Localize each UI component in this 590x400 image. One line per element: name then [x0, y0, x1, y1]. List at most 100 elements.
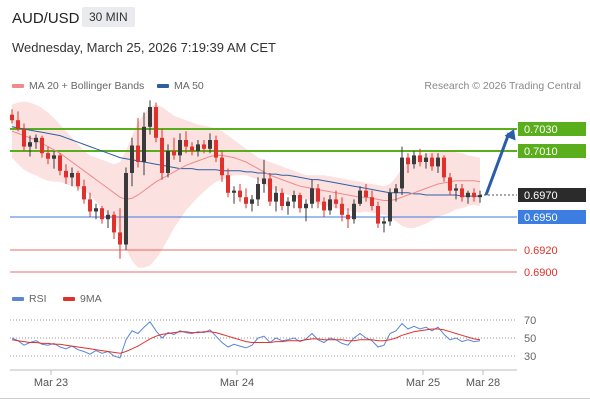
rsi-tick-label: 70 [524, 315, 536, 327]
candle-body [286, 201, 290, 206]
level-label-box [518, 144, 586, 158]
level-label-target: 0.6900 [524, 267, 558, 279]
candle-body [340, 203, 344, 215]
candle-body [412, 155, 416, 165]
level-label-resistance: 0.7030 [524, 124, 558, 136]
level-label-price: 0.6970 [524, 190, 558, 202]
candle-body [406, 157, 410, 165]
candle-body [28, 142, 32, 147]
candle-body [436, 157, 440, 167]
candle-body [160, 137, 164, 173]
candle-body [448, 177, 452, 191]
candle-body [292, 195, 296, 202]
candle-body [106, 214, 110, 220]
candle-body [202, 144, 206, 149]
candle-body [376, 206, 380, 224]
rsi-line [11, 321, 481, 359]
x-axis-tick-label: Mar 24 [220, 377, 254, 389]
candle-body [394, 188, 398, 193]
candle-body [328, 199, 332, 211]
candle-body [424, 157, 428, 162]
ma50-swatch [157, 84, 169, 89]
legend-ma20: MA 20 + Bollinger Bands [12, 80, 144, 92]
ma20-line [11, 130, 481, 201]
timeframe-badge[interactable]: 30 MIN [82, 7, 135, 27]
candle-body [466, 192, 470, 198]
candle-body [442, 157, 446, 178]
candle-body [334, 199, 338, 204]
candle-body [16, 120, 20, 129]
legend-rsi-ma: 9MA [63, 293, 102, 305]
candle-body [58, 155, 62, 171]
candle-body [52, 155, 56, 159]
chart-header: AUD/USD 30 MIN [0, 0, 590, 36]
candle-body [364, 190, 368, 198]
candle-body [172, 151, 176, 156]
candle-body [358, 190, 362, 204]
x-axis-tick-label: Mar 28 [466, 377, 500, 389]
level-label-target: 0.6920 [524, 245, 558, 257]
candle-body [154, 107, 158, 138]
bollinger-band-area [12, 101, 480, 268]
candle-body [112, 214, 116, 233]
candle-body [22, 129, 26, 147]
candle-body [46, 153, 50, 159]
candle-body [388, 192, 392, 222]
candle-body [178, 140, 182, 156]
candle-body [10, 114, 14, 121]
candle-body [256, 184, 260, 200]
level-label-box [518, 122, 586, 136]
candle-body [34, 137, 38, 143]
candle-body [196, 144, 200, 151]
candle-body [82, 186, 86, 200]
candle-body [238, 190, 242, 198]
legend-ma20-label: MA 20 + Bollinger Bands [29, 80, 145, 92]
candle-body [124, 173, 128, 245]
candle-body [208, 140, 212, 149]
candle-body [262, 178, 266, 184]
x-axis-tick-label: Mar 25 [406, 377, 440, 389]
candle-body [472, 192, 476, 198]
candle-body [280, 192, 284, 206]
candle-body [310, 188, 314, 204]
candle-body [304, 203, 308, 209]
candle-body [250, 199, 254, 204]
currency-pair-title: AUD/USD [12, 10, 80, 27]
candle-body [316, 188, 320, 202]
ma20-swatch [12, 84, 24, 89]
candle-body [130, 145, 134, 173]
rsi-ma-line [11, 328, 481, 354]
candle-body [454, 188, 458, 191]
candle-body [76, 173, 80, 187]
candle-body [184, 140, 188, 147]
candle-body [142, 126, 146, 162]
candle-body [64, 170, 68, 178]
level-label-support: 0.6950 [524, 212, 558, 224]
candle-body [88, 199, 92, 212]
rsi-tick-label: 30 [524, 351, 536, 363]
candle-body [148, 107, 152, 127]
legend-rsi-label: RSI [29, 293, 47, 305]
candle-body [352, 203, 356, 220]
rsi-swatch [12, 297, 24, 302]
rsi-tick-label: 50 [524, 333, 536, 345]
candle-body [370, 197, 374, 206]
candle-body [418, 155, 422, 162]
candle-body [94, 208, 98, 212]
research-credit: Research © 2026 Trading Central [424, 80, 581, 92]
candle-body [400, 157, 404, 189]
projection-arrow [484, 132, 511, 196]
candle-body [478, 195, 482, 198]
candle-body [136, 145, 140, 162]
candle-body [232, 190, 236, 193]
level-label-box [518, 210, 586, 224]
candle-body [298, 195, 302, 209]
x-axis-tick-label: Mar 23 [34, 377, 68, 389]
candle-body [70, 173, 74, 178]
candle-body [430, 157, 434, 167]
report-datetime: Wednesday, March 25, 2026 7:19:39 AM CET [12, 40, 276, 55]
candle-body [346, 214, 350, 220]
legend-ma50-label: MA 50 [174, 80, 204, 92]
candle-body [268, 178, 272, 202]
